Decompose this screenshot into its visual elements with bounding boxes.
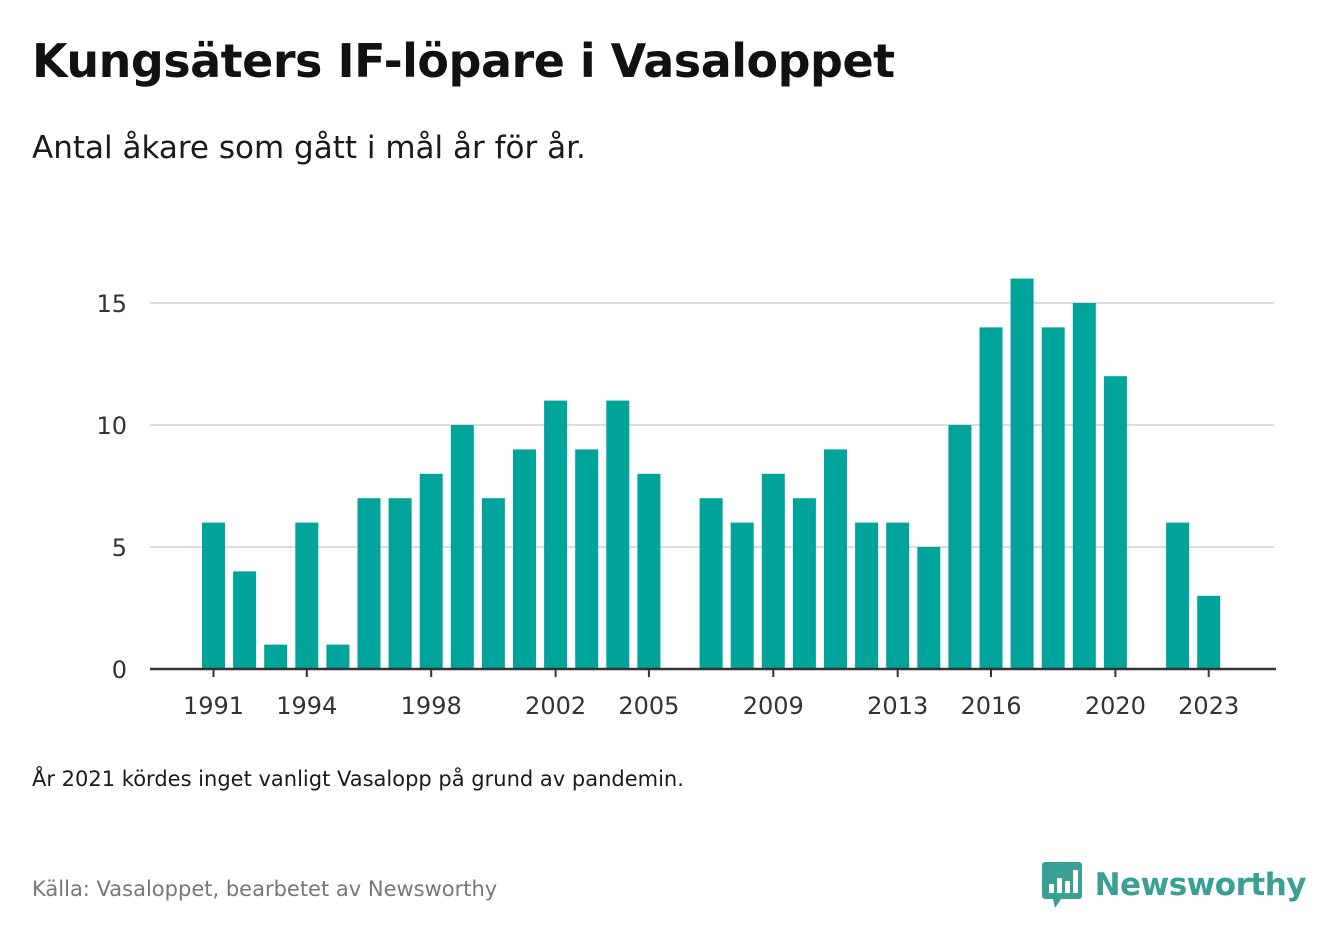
y-tick-label: 0 xyxy=(112,656,127,684)
bar-2011 xyxy=(824,449,847,669)
bar-1995 xyxy=(326,644,350,669)
bar-2012 xyxy=(855,522,879,669)
bar-2009 xyxy=(761,473,785,669)
bar-1994 xyxy=(295,522,319,669)
grid-lines: 0 5 10 15 xyxy=(96,290,1274,684)
chart-note: År 2021 kördes inget vanligt Vasalopp på… xyxy=(32,767,684,791)
bar-1993 xyxy=(264,644,288,669)
bar-2003 xyxy=(575,449,599,669)
bar-2015 xyxy=(948,425,972,669)
bar-2004 xyxy=(606,400,630,669)
x-tick-label: 2020 xyxy=(1085,692,1146,720)
y-tick-label: 10 xyxy=(96,412,127,440)
x-tick-label: 2002 xyxy=(525,692,586,720)
x-axis: 1991 1994 1998 2002 2005 2009 2013 2016 2020 2023 xyxy=(150,667,1276,720)
newsworthy-logo-icon xyxy=(1041,862,1082,908)
x-tick-label: 2016 xyxy=(960,692,1021,720)
bar-2017 xyxy=(1010,278,1034,669)
chart-title: Kungsäters IF-löpare i Vasaloppet xyxy=(32,34,895,88)
x-tick-label: 2023 xyxy=(1178,692,1239,720)
bar-1991 xyxy=(202,522,225,669)
x-tick-label: 1991 xyxy=(183,692,244,720)
x-tick-label: 1994 xyxy=(276,692,337,720)
bar-2013 xyxy=(886,522,910,669)
x-tick-label: 2013 xyxy=(867,692,928,720)
bar-1996 xyxy=(357,498,381,669)
bar-2018 xyxy=(1041,327,1065,669)
bar-1992 xyxy=(233,571,257,669)
bar-2000 xyxy=(481,498,505,669)
bar-2008 xyxy=(730,522,754,669)
bar-2020 xyxy=(1103,376,1127,669)
x-tick-label: 2005 xyxy=(618,692,679,720)
bar-2023 xyxy=(1197,595,1221,669)
x-tick-label: 2009 xyxy=(743,692,804,720)
bar-chart: 0 5 10 15 1991 1994 1998 2002 2005 2009 2013 2016 2… xyxy=(96,278,1276,720)
y-tick-label: 5 xyxy=(112,534,127,562)
bar-2022 xyxy=(1166,522,1190,669)
brand-name: Newsworthy xyxy=(1094,867,1307,903)
x-tick-label: 1998 xyxy=(401,692,462,720)
bar-2002 xyxy=(544,400,568,669)
bar-2019 xyxy=(1072,303,1096,669)
source-line: Källa: Vasaloppet, bearbetet av Newswort… xyxy=(32,877,498,901)
bar-2001 xyxy=(513,449,536,669)
bar-1997 xyxy=(388,498,412,669)
bar-2016 xyxy=(979,327,1003,669)
bar-1999 xyxy=(450,425,474,669)
bar-2010 xyxy=(792,498,816,669)
bar-2014 xyxy=(917,547,941,669)
newsworthy-logo: Newsworthy xyxy=(1041,860,1307,910)
chart-subtitle: Antal åkare som gått i mål år för år. xyxy=(32,130,586,166)
bars xyxy=(202,278,1221,669)
bar-2007 xyxy=(699,498,723,669)
bar-2005 xyxy=(637,473,661,669)
bar-1998 xyxy=(419,473,443,669)
y-tick-label: 15 xyxy=(96,290,127,318)
